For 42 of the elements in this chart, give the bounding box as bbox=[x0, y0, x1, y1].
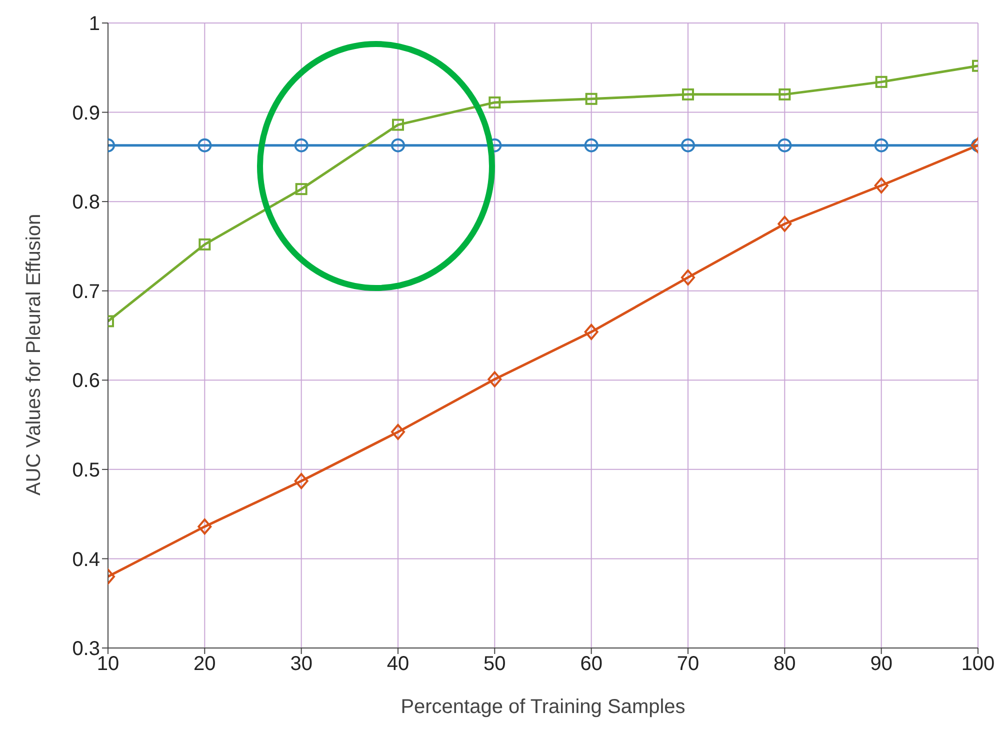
point bbox=[294, 473, 308, 490]
point bbox=[681, 138, 695, 152]
point bbox=[874, 138, 888, 152]
point bbox=[585, 92, 598, 105]
x-tick-label: 40 bbox=[386, 653, 410, 676]
point bbox=[488, 96, 501, 108]
point bbox=[392, 118, 404, 131]
y-tick-label: 0.6 bbox=[72, 370, 100, 392]
point bbox=[778, 216, 792, 232]
point bbox=[681, 269, 695, 286]
point bbox=[682, 88, 694, 100]
point bbox=[584, 324, 598, 340]
y-tick-label: 0.5 bbox=[72, 460, 100, 482]
point bbox=[294, 138, 308, 152]
point bbox=[874, 178, 888, 194]
x-tick-label: 100 bbox=[961, 653, 995, 676]
x-tick-label: 90 bbox=[870, 653, 892, 676]
point bbox=[778, 138, 792, 152]
point bbox=[198, 518, 212, 535]
y-tick-label: 0.7 bbox=[72, 280, 100, 303]
y-tick-label: 0.9 bbox=[72, 102, 100, 124]
x-tick-label: 60 bbox=[580, 653, 602, 676]
point bbox=[488, 371, 502, 388]
x-axis-title: Percentage of Training Samples bbox=[400, 696, 686, 718]
x-tick-label: 50 bbox=[484, 653, 506, 676]
point bbox=[198, 238, 211, 250]
point bbox=[198, 138, 212, 152]
x-tick-label: 30 bbox=[290, 653, 312, 676]
y-tick-label: 0.8 bbox=[72, 192, 100, 214]
y-axis-title: AUC Values for Pleural Effusion bbox=[23, 214, 46, 496]
point bbox=[391, 138, 405, 152]
point bbox=[778, 88, 791, 100]
point bbox=[391, 424, 405, 440]
y-tick-label: 1 bbox=[88, 13, 100, 36]
y-tick-label: 0.3 bbox=[72, 638, 100, 660]
x-tick-label: 80 bbox=[774, 653, 796, 676]
point bbox=[295, 183, 308, 196]
point bbox=[875, 76, 888, 88]
x-tick-label: 20 bbox=[194, 653, 216, 676]
x-tick-label: 70 bbox=[676, 653, 700, 676]
y-tick-label: 0.4 bbox=[72, 548, 100, 571]
point bbox=[584, 138, 598, 152]
